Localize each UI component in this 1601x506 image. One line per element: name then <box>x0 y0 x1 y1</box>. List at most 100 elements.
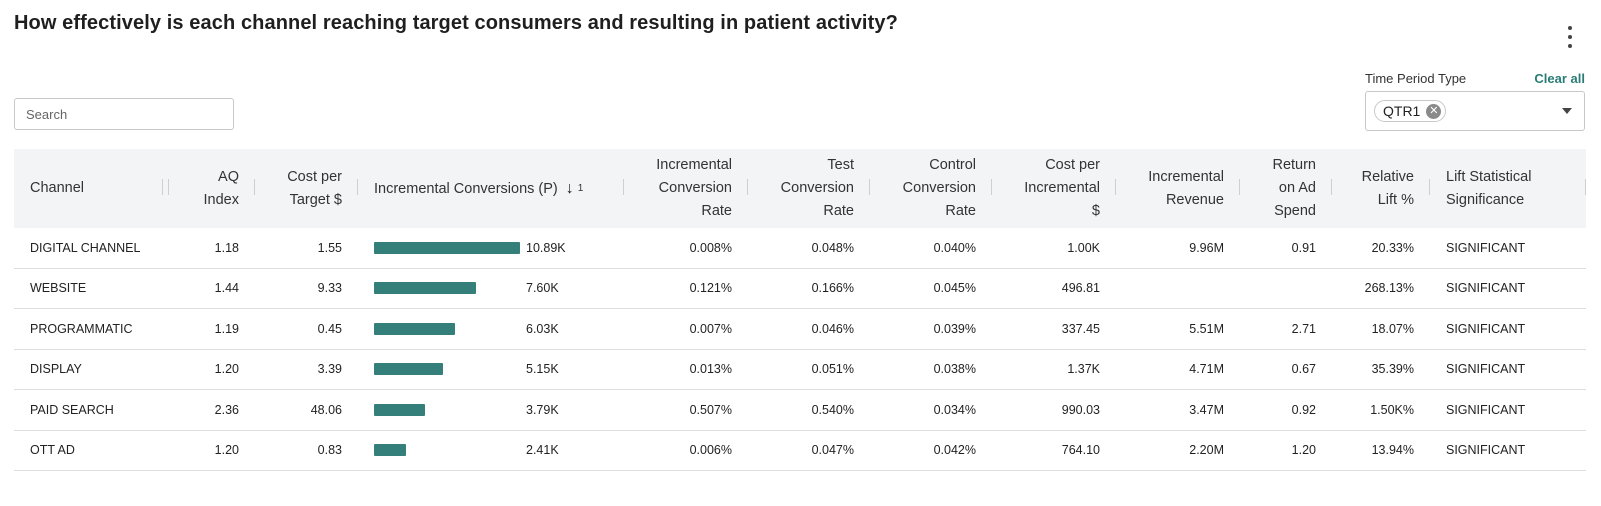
cell-incremental-revenue: 4.71M <box>1116 349 1240 390</box>
cell-aq-index: 1.18 <box>169 228 255 269</box>
filter-label: Time Period Type <box>1365 71 1467 86</box>
cell-lift-significance: SIGNIFICANT <box>1430 389 1586 431</box>
conversion-value: 6.03K <box>526 321 559 336</box>
cell-cost-per-incremental: 1.00K <box>992 228 1116 269</box>
conversion-bar <box>374 403 425 416</box>
clear-all-link[interactable]: Clear all <box>1534 71 1585 86</box>
col-header-lift-significance[interactable]: Lift Statistical Significance <box>1430 149 1586 228</box>
conversion-value: 2.41K <box>526 443 559 458</box>
cell-lift-significance: SIGNIFICANT <box>1430 430 1586 471</box>
table-row[interactable]: OTT AD 1.20 0.83 2.41K 0.006% 0.047% 0.0… <box>14 430 1586 471</box>
table-header-row: Channel AQ Index Cost per Target $ Increme… <box>14 149 1586 228</box>
cell-return-on-ad-spend <box>1240 268 1332 309</box>
cell-cost-per-target: 1.55 <box>255 228 358 269</box>
cell-cost-per-target: 48.06 <box>255 389 358 431</box>
cell-test-conversion-rate: 0.051% <box>748 349 870 390</box>
table-row[interactable]: PAID SEARCH 2.36 48.06 3.79K 0.507% 0.54… <box>14 389 1586 431</box>
cell-incremental-conversions: 5.15K <box>358 349 624 390</box>
cell-aq-index: 1.19 <box>169 308 255 350</box>
cell-aq-index: 1.20 <box>169 430 255 471</box>
table-row[interactable]: PROGRAMMATIC 1.19 0.45 6.03K 0.007% 0.04… <box>14 308 1586 350</box>
col-header-test-conversion-rate[interactable]: Test Conversion Rate <box>748 149 870 228</box>
cell-cost-per-target: 0.45 <box>255 308 358 350</box>
cell-incremental-conversion-rate: 0.121% <box>624 268 748 309</box>
cell-test-conversion-rate: 0.166% <box>748 268 870 309</box>
cell-control-conversion-rate: 0.040% <box>870 228 992 269</box>
cell-cost-per-target: 3.39 <box>255 349 358 390</box>
conversion-bar <box>374 363 444 376</box>
cell-relative-lift: 20.33% <box>1332 228 1430 269</box>
arrow-down-icon[interactable]: ↓ <box>565 179 574 197</box>
cell-relative-lift: 268.13% <box>1332 268 1430 309</box>
table-row[interactable]: DIGITAL CHANNEL 1.18 1.55 10.89K 0.008% … <box>14 228 1586 269</box>
cell-cost-per-target: 0.83 <box>255 430 358 471</box>
cell-channel: PAID SEARCH <box>14 389 169 431</box>
cell-incremental-conversions: 10.89K <box>358 228 624 269</box>
cell-incremental-revenue: 9.96M <box>1116 228 1240 269</box>
col-header-control-conversion-rate[interactable]: Control Conversion Rate <box>870 149 992 228</box>
cell-test-conversion-rate: 0.540% <box>748 389 870 431</box>
cell-control-conversion-rate: 0.038% <box>870 349 992 390</box>
cell-control-conversion-rate: 0.045% <box>870 268 992 309</box>
cell-relative-lift: 18.07% <box>1332 308 1430 350</box>
cell-test-conversion-rate: 0.047% <box>748 430 870 471</box>
cell-incremental-conversion-rate: 0.008% <box>624 228 748 269</box>
cell-control-conversion-rate: 0.042% <box>870 430 992 471</box>
cell-incremental-conversion-rate: 0.013% <box>624 349 748 390</box>
col-header-cost-per-target[interactable]: Cost per Target $ <box>255 149 358 228</box>
cell-incremental-conversion-rate: 0.507% <box>624 389 748 431</box>
cell-aq-index: 1.20 <box>169 349 255 390</box>
cell-return-on-ad-spend: 0.92 <box>1240 389 1332 431</box>
cell-incremental-conversions: 6.03K <box>358 308 624 350</box>
col-header-aq-index[interactable]: AQ Index <box>169 149 255 228</box>
col-header-incremental-conversions[interactable]: Incremental Conversions (P) ↓ 1 <box>358 149 624 228</box>
cell-incremental-conversions: 7.60K <box>358 268 624 309</box>
search-input[interactable] <box>14 98 234 130</box>
cell-cost-per-incremental: 496.81 <box>992 268 1116 309</box>
cell-return-on-ad-spend: 1.20 <box>1240 430 1332 471</box>
cell-return-on-ad-spend: 0.91 <box>1240 228 1332 269</box>
conversion-value: 7.60K <box>526 281 559 296</box>
conversion-bar <box>374 282 476 295</box>
col-header-channel[interactable]: Channel <box>14 149 169 228</box>
cell-cost-per-incremental: 990.03 <box>992 389 1116 431</box>
cell-return-on-ad-spend: 2.71 <box>1240 308 1332 350</box>
col-header-cost-per-incremental[interactable]: Cost per Incremental $ <box>992 149 1116 228</box>
conversion-bar <box>374 444 407 457</box>
cell-cost-per-target: 9.33 <box>255 268 358 309</box>
caret-down-icon[interactable] <box>1562 108 1572 114</box>
col-header-relative-lift[interactable]: Relative Lift % <box>1332 149 1430 228</box>
cell-incremental-revenue: 3.47M <box>1116 389 1240 431</box>
cell-channel: DIGITAL CHANNEL <box>14 228 169 269</box>
cell-test-conversion-rate: 0.048% <box>748 228 870 269</box>
cell-incremental-conversions: 3.79K <box>358 389 624 431</box>
cell-lift-significance: SIGNIFICANT <box>1430 308 1586 350</box>
time-period-select[interactable]: QTR1 ✕ <box>1365 91 1585 131</box>
cell-return-on-ad-spend: 0.67 <box>1240 349 1332 390</box>
conversion-value: 10.89K <box>526 240 566 255</box>
cell-lift-significance: SIGNIFICANT <box>1430 349 1586 390</box>
page-title: How effectively is each channel reaching… <box>14 12 898 34</box>
cell-relative-lift: 13.94% <box>1332 430 1430 471</box>
col-header-incremental-revenue[interactable]: Incremental Revenue <box>1116 149 1240 228</box>
cell-test-conversion-rate: 0.046% <box>748 308 870 350</box>
conversion-bar <box>374 241 520 254</box>
cell-cost-per-incremental: 764.10 <box>992 430 1116 471</box>
more-vertical-icon[interactable] <box>1564 26 1576 48</box>
cell-channel: OTT AD <box>14 430 169 471</box>
cell-lift-significance: SIGNIFICANT <box>1430 228 1586 269</box>
cell-incremental-revenue: 5.51M <box>1116 308 1240 350</box>
cell-incremental-revenue <box>1116 268 1240 309</box>
close-icon[interactable]: ✕ <box>1426 103 1442 119</box>
conversion-value: 3.79K <box>526 402 559 417</box>
col-header-return-on-ad-spend[interactable]: Return on Ad Spend <box>1240 149 1332 228</box>
table-row[interactable]: WEBSITE 1.44 9.33 7.60K 0.121% 0.166% 0.… <box>14 268 1586 309</box>
table-row[interactable]: DISPLAY 1.20 3.39 5.15K 0.013% 0.051% 0.… <box>14 349 1586 390</box>
chip-label: QTR1 <box>1383 103 1421 119</box>
cell-cost-per-incremental: 1.37K <box>992 349 1116 390</box>
cell-channel: DISPLAY <box>14 349 169 390</box>
conversion-value: 5.15K <box>526 362 559 377</box>
col-header-incremental-conversion-rate[interactable]: Incremental Conversion Rate <box>624 149 748 228</box>
cell-incremental-revenue: 2.20M <box>1116 430 1240 471</box>
sort-index: 1 <box>577 182 584 194</box>
